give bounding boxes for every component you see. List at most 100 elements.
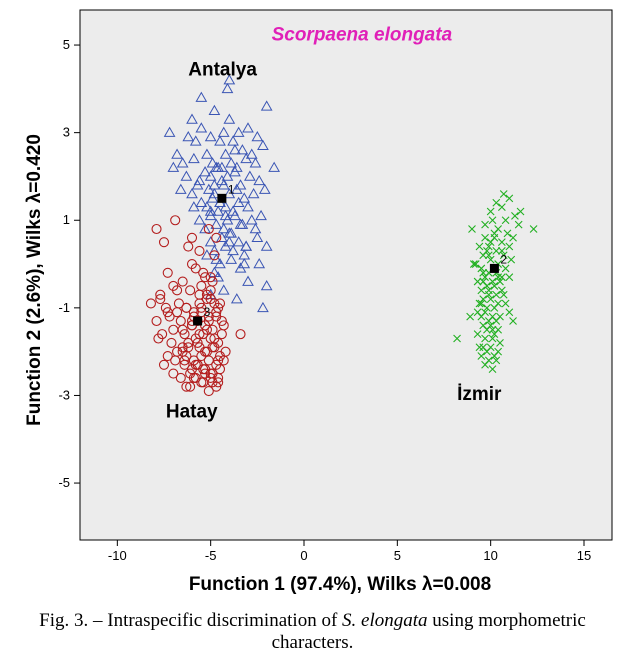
- i-zmir-point: [473, 277, 482, 286]
- hatay-point: [200, 346, 211, 357]
- x-tick-label: -10: [108, 548, 127, 563]
- antalya-point: [229, 144, 241, 155]
- antalya-point: [199, 166, 211, 177]
- data-points: [145, 74, 538, 397]
- hatay-point: [201, 294, 212, 305]
- hatay-point: [196, 280, 207, 292]
- hatay-point: [201, 324, 212, 335]
- caption-prefix: Fig. 3. – Intraspecific discrimination o…: [39, 610, 343, 631]
- hatay-point: [190, 263, 201, 274]
- antalya-point: [212, 205, 224, 216]
- antalya-point: [195, 91, 208, 102]
- chart-title: Scorpaena elongata: [272, 25, 453, 46]
- antalya-point: [230, 183, 243, 194]
- antalya-point: [208, 244, 221, 256]
- i-zmir-point: [483, 247, 491, 255]
- antalya-point: [227, 205, 239, 216]
- hatay-point: [177, 346, 188, 357]
- hatay-point: [192, 359, 203, 370]
- antalya-point: [204, 131, 217, 142]
- antalya-point: [206, 192, 219, 203]
- y-tick-label: 3: [63, 125, 70, 140]
- i-zmir-point: [492, 356, 501, 365]
- group-labels: Antalya İzmir Hatay: [166, 60, 502, 423]
- antalya-point: [240, 152, 252, 164]
- antalya-point: [245, 148, 258, 159]
- i-zmir-point: [484, 242, 493, 251]
- i-zmir-point: [529, 225, 538, 233]
- i-zmir-point: [499, 190, 508, 198]
- antalya-point: [257, 139, 269, 151]
- i-zmir-point: [492, 198, 501, 207]
- antalya-point: [225, 253, 238, 264]
- i-zmir-point: [511, 211, 519, 220]
- antalya-point: [223, 74, 236, 85]
- hatay-point: [179, 329, 190, 340]
- antalya-point: [214, 135, 226, 146]
- antalya-point: [260, 100, 273, 111]
- antalya-point: [180, 170, 193, 181]
- y-tick-label: 5: [63, 37, 70, 52]
- i-zmir-point: [453, 334, 461, 343]
- hatay-point: [218, 320, 229, 331]
- i-zmir-point: [483, 347, 491, 356]
- antalya-point: [225, 157, 238, 168]
- i-zmir-point: [484, 290, 493, 299]
- hatay-point: [179, 359, 190, 370]
- hatay-point: [170, 215, 181, 226]
- hatay-point: [209, 298, 220, 309]
- hatay-point: [194, 245, 205, 256]
- i-zmir-point: [486, 207, 495, 216]
- antalya-point: [188, 152, 200, 164]
- x-tick-label: 0: [300, 548, 307, 563]
- i-zmir-point: [486, 255, 495, 264]
- antalya-point: [167, 161, 180, 172]
- antalya-point: [253, 258, 266, 269]
- i-zmir-point: [514, 220, 523, 229]
- figure-caption: Fig. 3. – Intraspecific discrimination o…: [0, 610, 625, 654]
- antalya-point: [193, 174, 206, 186]
- i-zmir-point: [488, 334, 497, 343]
- antalya-point: [260, 279, 273, 291]
- hatay-point: [177, 276, 188, 287]
- antalya-point: [255, 209, 267, 221]
- hatay-point: [213, 377, 224, 388]
- hatay-point: [213, 355, 224, 366]
- antalya-point: [232, 236, 245, 247]
- x-tick-label: 15: [577, 548, 591, 563]
- hatay-point: [181, 381, 192, 392]
- antalya-centroid: [217, 193, 227, 203]
- antalya-point: [199, 223, 211, 234]
- hatay-point: [162, 307, 173, 318]
- i-zmir-point: [497, 273, 506, 282]
- i-zmir-point: [501, 264, 510, 273]
- i-zmir-point: [479, 268, 488, 277]
- i-zmir-point: [490, 352, 499, 360]
- i-zmir-point: [488, 277, 497, 286]
- y-tick-label: -5: [58, 475, 70, 490]
- hatay-point: [205, 272, 216, 283]
- antalya-point: [221, 82, 234, 94]
- antalya-point: [223, 236, 236, 247]
- antalya-point: [191, 179, 204, 190]
- scatter-chart: -10 -5 0 5 10 15 -5 -3 -1 1 3 5 1 2 3 Scorpaena elong…: [24, 9, 613, 595]
- antalya-point: [201, 201, 213, 212]
- i-zmir-point: [492, 247, 501, 255]
- antalya-group-label: Antalya: [188, 60, 257, 81]
- hatay-point: [155, 289, 166, 300]
- i-zmir-point: [477, 299, 486, 308]
- antalya-point: [257, 301, 269, 313]
- antalya-point: [186, 187, 198, 199]
- hatay-point: [158, 359, 170, 370]
- hatay-point: [194, 298, 205, 309]
- hatay-point: [203, 311, 214, 322]
- i-zmir-point: [492, 317, 501, 325]
- y-tick-label: 1: [63, 212, 70, 227]
- antalya-point: [189, 135, 202, 146]
- i-zmir-centroid-label: 2: [500, 252, 507, 266]
- i-zmir-point: [477, 286, 486, 295]
- hatay-point: [172, 285, 183, 296]
- i-zmir-point: [496, 277, 504, 286]
- hatay-point: [175, 372, 186, 383]
- i-zmir-point: [509, 233, 517, 242]
